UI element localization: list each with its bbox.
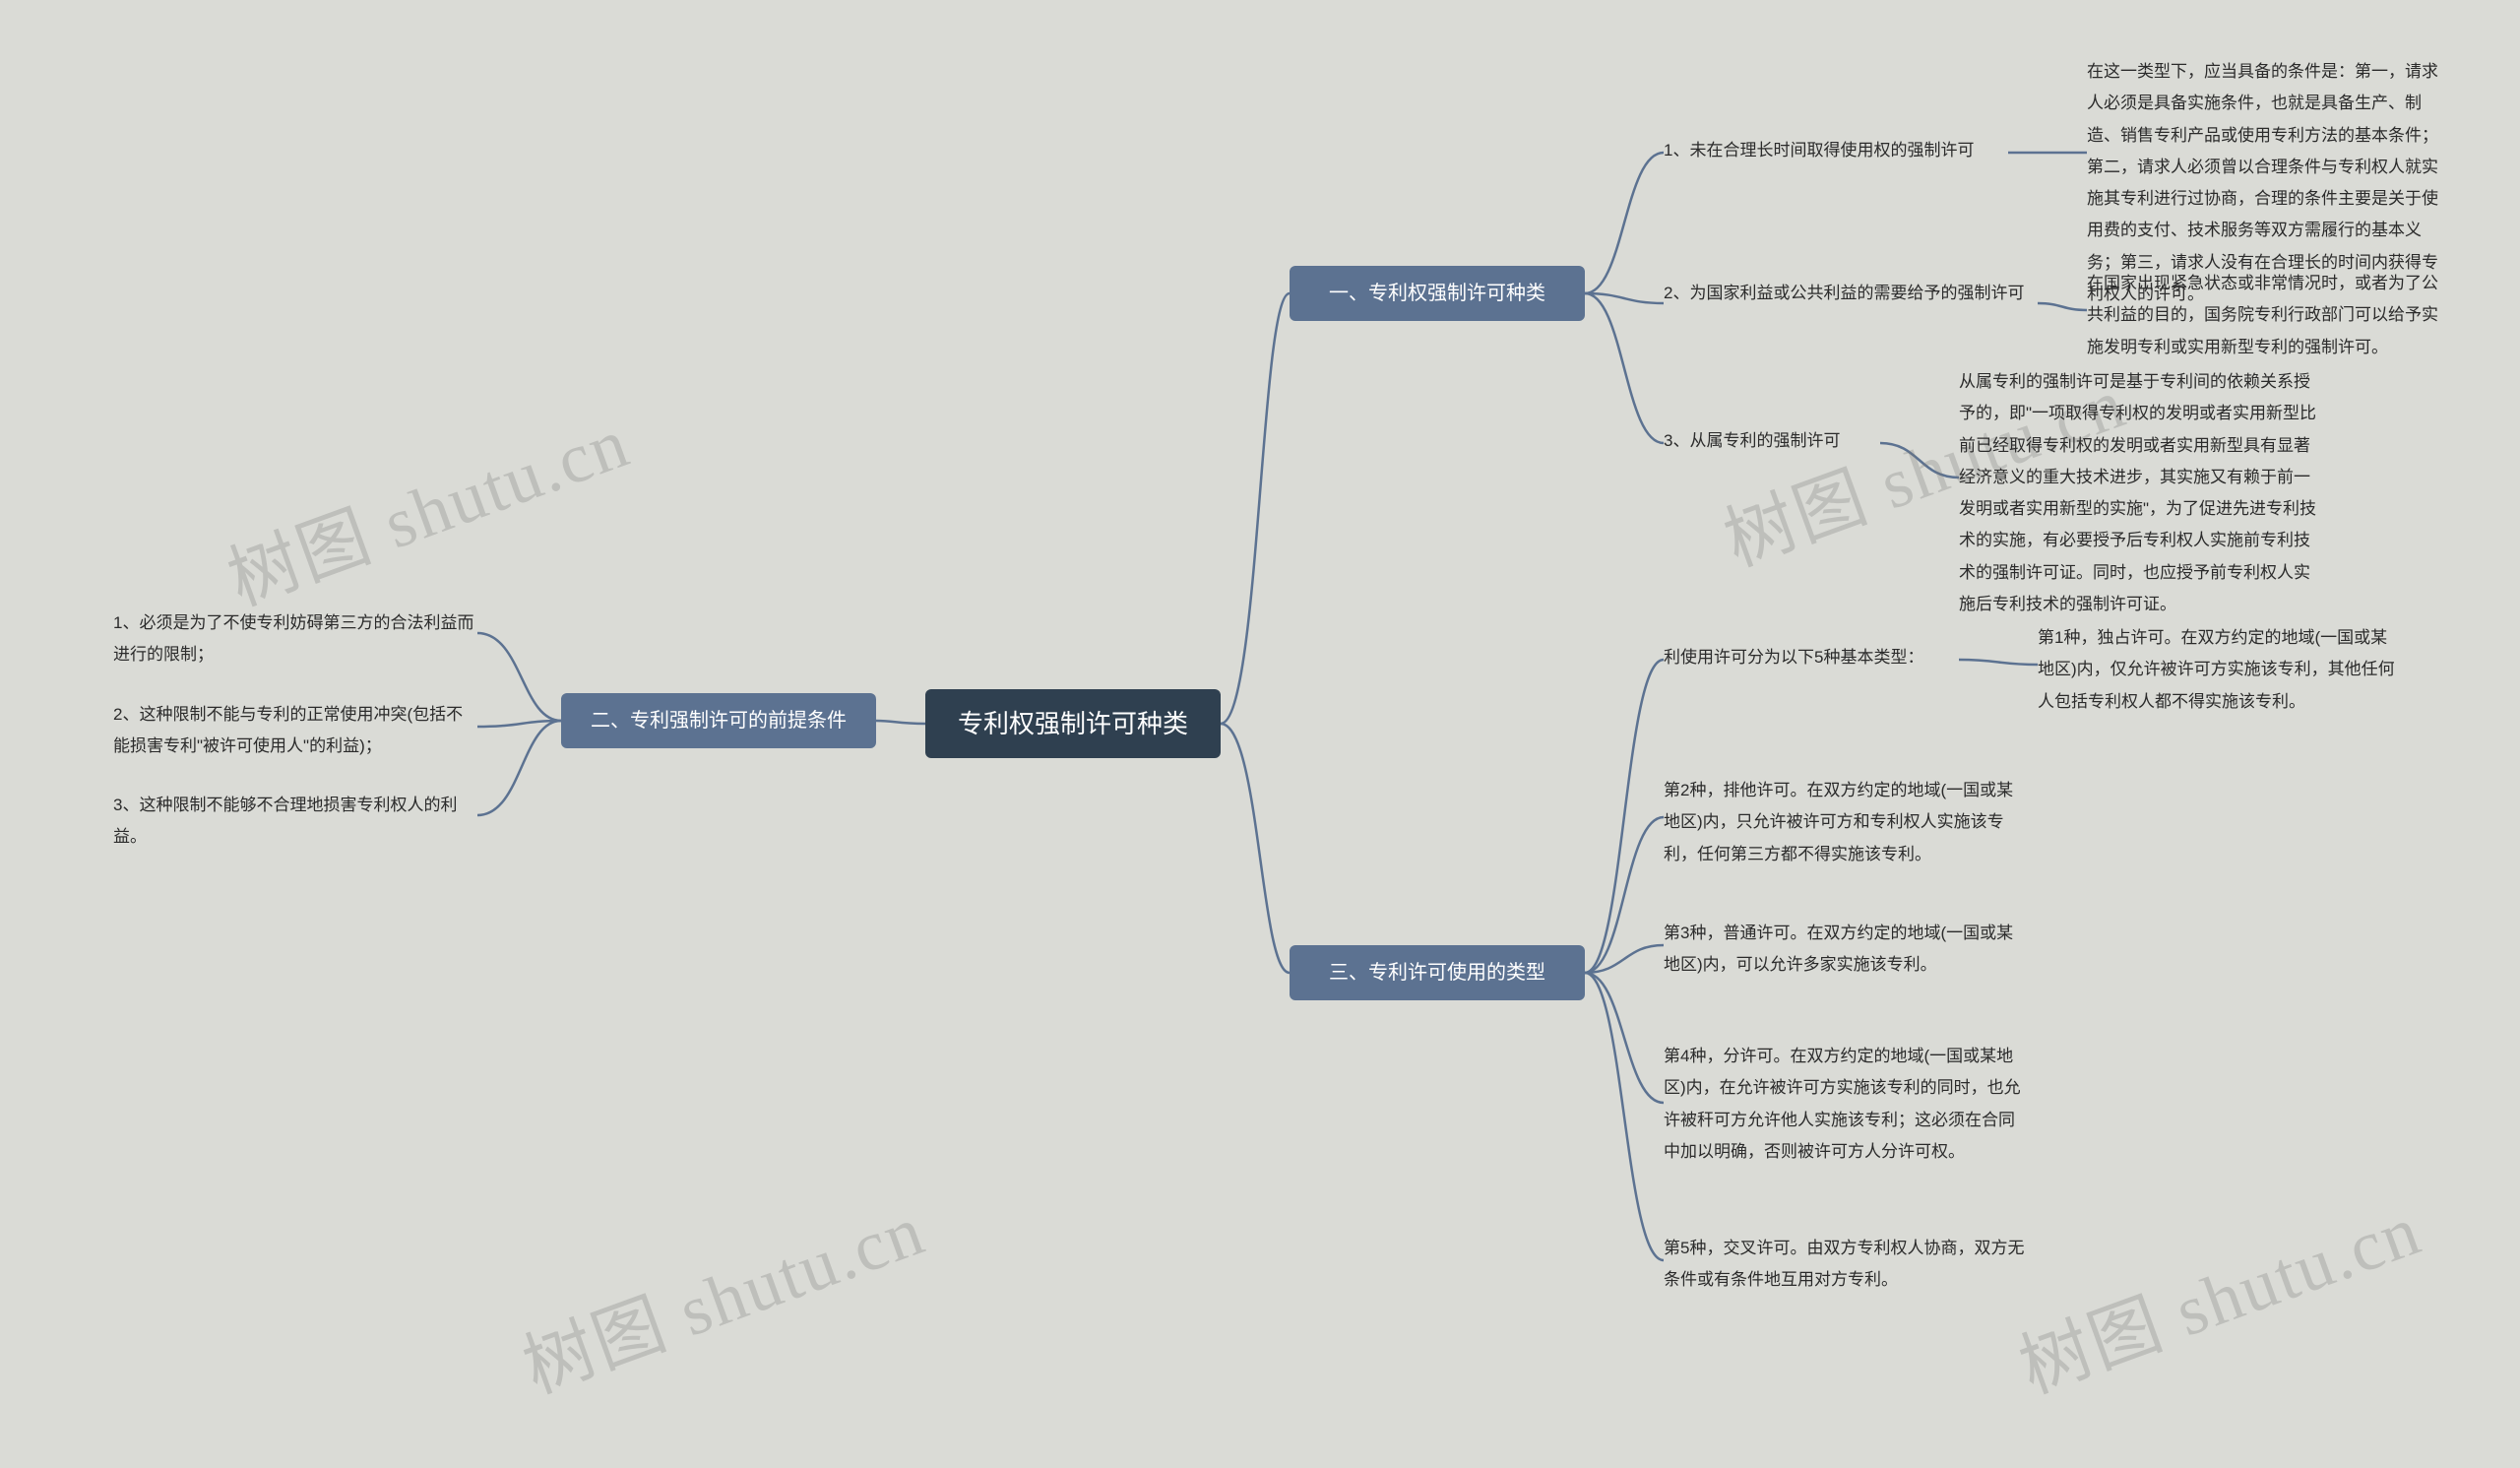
leaf-node[interactable]: 第1种，独占许可。在双方约定的地域(一国或某地区)内，仅允许被许可方实施该专利，… <box>2038 620 2402 720</box>
leaf-node[interactable]: 第5种，交叉许可。由双方专利权人协商，双方无条件或有条件地互用对方专利。 <box>1664 1231 2028 1299</box>
branch-node[interactable]: 二、专利强制许可的前提条件 <box>561 693 876 748</box>
leaf-node[interactable]: 2、为国家利益或公共利益的需要给予的强制许可 <box>1664 276 2038 311</box>
leaf-node[interactable]: 利使用许可分为以下5种基本类型： <box>1664 640 1959 675</box>
leaf-node[interactable]: 2、这种限制不能与专利的正常使用冲突(包括不能损害专利"被许可使用人"的利益)； <box>113 697 477 765</box>
watermark: 树图 shutu.cn <box>212 384 641 624</box>
leaf-node[interactable]: 3、从属专利的强制许可 <box>1664 423 1880 459</box>
leaf-node[interactable]: 第4种，分许可。在双方约定的地域(一国或某地区)内，在允许被许可方实施该专利的同… <box>1664 1039 2028 1170</box>
branch-node[interactable]: 三、专利许可使用的类型 <box>1290 945 1585 1000</box>
leaf-node[interactable]: 在国家出现紧急状态或非常情况时，或者为了公共利益的目的，国务院专利行政部门可以给… <box>2087 266 2451 365</box>
leaf-node[interactable]: 1、必须是为了不使专利妨碍第三方的合法利益而进行的限制； <box>113 606 477 673</box>
watermark: 树图 shutu.cn <box>507 1172 936 1412</box>
leaf-node[interactable]: 第3种，普通许可。在双方约定的地域(一国或某地区)内，可以允许多家实施该专利。 <box>1664 916 2028 984</box>
watermark: 树图 shutu.cn <box>2003 1172 2432 1412</box>
leaf-node[interactable]: 1、未在合理长时间取得使用权的强制许可 <box>1664 133 2008 168</box>
mindmap-root[interactable]: 专利权强制许可种类 <box>925 689 1221 758</box>
leaf-node[interactable]: 第2种，排他许可。在双方约定的地域(一国或某地区)内，只允许被许可方和专利权人实… <box>1664 773 2028 872</box>
leaf-node[interactable]: 3、这种限制不能够不合理地损害专利权人的利益。 <box>113 788 477 856</box>
leaf-node[interactable]: 从属专利的强制许可是基于专利间的依赖关系授予的，即"一项取得专利权的发明或者实用… <box>1959 364 2323 622</box>
branch-node[interactable]: 一、专利权强制许可种类 <box>1290 266 1585 321</box>
